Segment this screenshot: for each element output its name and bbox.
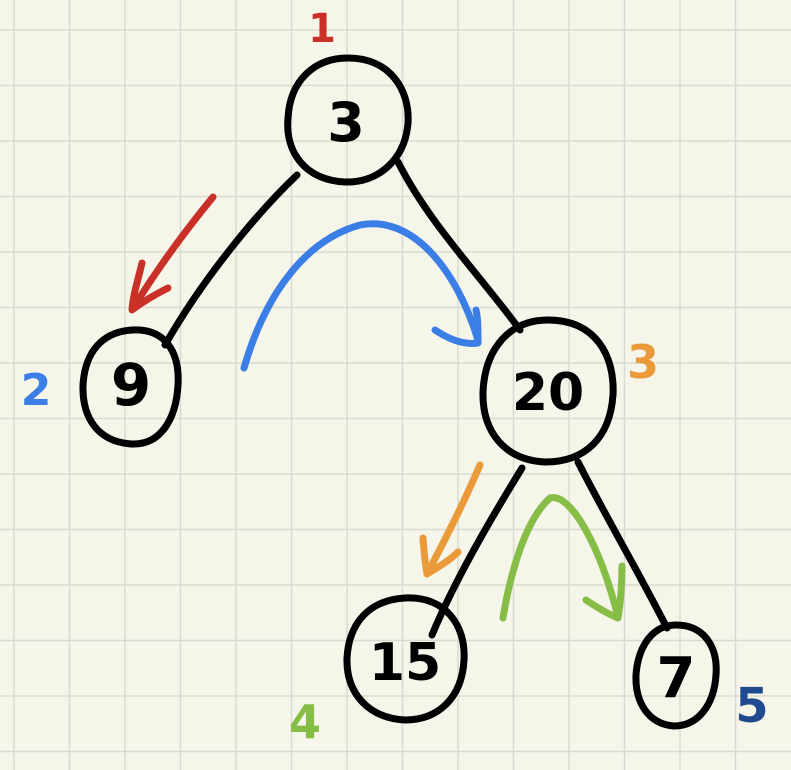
tree-edges — [161, 158, 671, 639]
arrow-blue — [240, 220, 482, 372]
visit-label-3: 3 — [627, 335, 659, 389]
node-7: 7 — [632, 621, 720, 730]
arrow-blue-shaft — [240, 220, 482, 372]
visit-label-1: 1 — [308, 6, 336, 52]
node-20: 20 — [479, 316, 617, 466]
arrow-green-shaft — [499, 494, 622, 622]
node-9-circle — [79, 326, 182, 448]
node-9-label: 9 — [111, 351, 151, 419]
node-3-label: 3 — [327, 91, 365, 154]
node-7-label: 7 — [657, 646, 696, 711]
arrow-orange-head — [419, 534, 462, 578]
edge-3-9 — [161, 171, 301, 349]
arrow-orange-shaft — [424, 461, 484, 576]
arrow-blue-head — [431, 306, 482, 347]
traversal-arrows — [128, 193, 626, 622]
visit-label-4: 4 — [289, 695, 321, 749]
visit-order-labels: 1 2 3 4 5 — [21, 6, 769, 749]
node-7-circle — [632, 621, 720, 730]
node-15-circle — [343, 594, 468, 724]
node-15-label: 15 — [369, 633, 441, 693]
arrow-red-head — [128, 259, 172, 314]
arrow-orange — [419, 461, 484, 578]
node-3-circle — [284, 54, 412, 186]
arrow-green — [499, 494, 626, 622]
arrow-green-head — [582, 562, 626, 622]
arrow-red-shaft — [131, 193, 217, 309]
visit-label-2: 2 — [21, 365, 52, 416]
edge-20-7 — [574, 458, 671, 632]
tree-nodes: 3 9 20 15 7 — [79, 54, 720, 730]
edge-20-15 — [428, 464, 526, 639]
node-20-label: 20 — [512, 363, 584, 423]
node-15: 15 — [343, 594, 468, 724]
visit-label-5: 5 — [735, 678, 768, 734]
node-9: 9 — [79, 326, 182, 448]
arrow-red — [128, 193, 217, 314]
node-3: 3 — [284, 54, 412, 186]
edge-3-20 — [394, 158, 524, 334]
node-20-circle — [479, 316, 617, 466]
